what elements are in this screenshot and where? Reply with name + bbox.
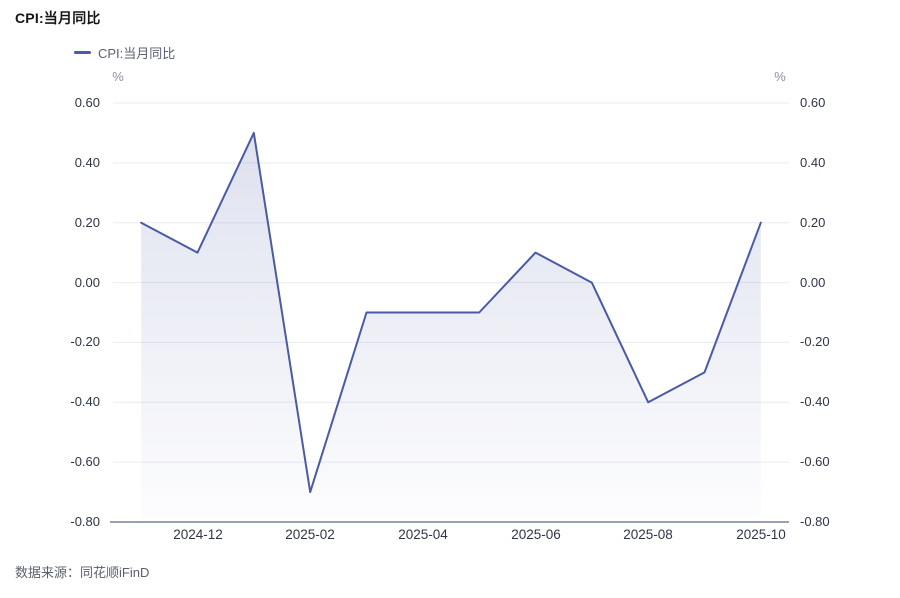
- x-tick-label: 2025-06: [511, 527, 561, 542]
- y-tick-label-left: 0.60: [74, 95, 100, 110]
- x-tick-label: 2025-10: [736, 527, 786, 542]
- y-tick-label-left: -0.60: [70, 454, 100, 469]
- y-tick-label-left: -0.20: [70, 334, 100, 349]
- y-tick-label-right: 0.00: [800, 275, 826, 290]
- y-tick-label-left: -0.80: [70, 514, 100, 529]
- legend-line-marker-icon: [74, 51, 91, 54]
- x-tick-label: 2025-04: [398, 527, 448, 542]
- y-tick-label-right: -0.60: [800, 454, 830, 469]
- x-tick-label: 2025-02: [285, 527, 335, 542]
- legend-item-cpi[interactable]: CPI:当月同比: [74, 43, 175, 62]
- data-source-note: 数据来源：同花顺iFinD: [15, 565, 150, 580]
- y-tick-label-left: -0.40: [70, 394, 100, 409]
- y-axis-unit-left: %: [112, 69, 124, 84]
- y-tick-label-right: 0.60: [800, 95, 826, 110]
- page-title: CPI:当月同比: [15, 10, 101, 26]
- y-tick-label-left: 0.40: [74, 155, 100, 170]
- y-tick-label-right: 0.40: [800, 155, 826, 170]
- y-tick-label-right: 0.20: [800, 215, 826, 230]
- y-tick-label-right: -0.80: [800, 514, 830, 529]
- legend-item-label: CPI:当月同比: [98, 46, 176, 61]
- chart-plot-area[interactable]: [0, 0, 900, 560]
- series-area-fill: [141, 132, 761, 522]
- x-tick-label: 2024-12: [173, 527, 223, 542]
- y-tick-label-left: 0.20: [74, 215, 100, 230]
- y-tick-label-right: -0.40: [800, 394, 830, 409]
- y-tick-label-left: 0.00: [74, 275, 100, 290]
- x-tick-label: 2025-08: [623, 527, 673, 542]
- series-line-cpi[interactable]: [140, 131, 762, 494]
- y-tick-label-right: -0.20: [800, 334, 830, 349]
- y-axis-unit-right: %: [774, 69, 786, 84]
